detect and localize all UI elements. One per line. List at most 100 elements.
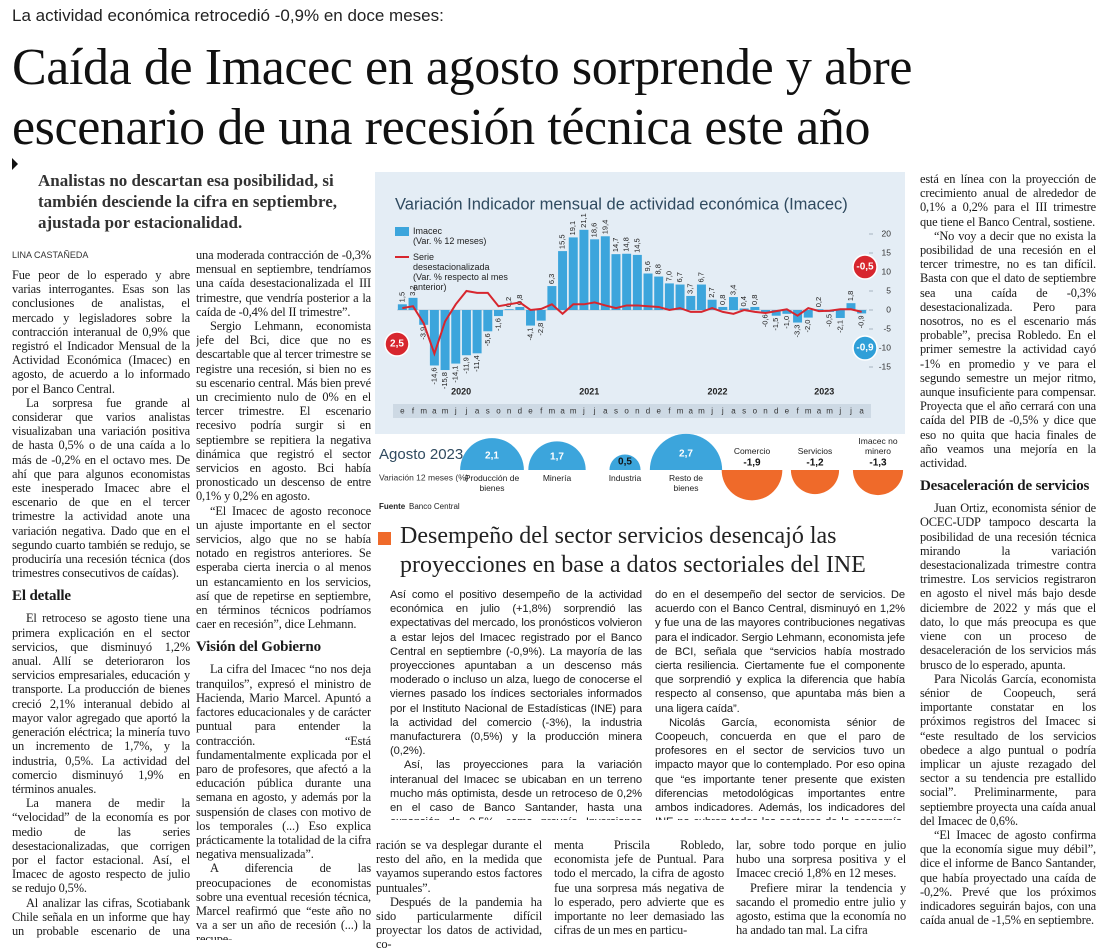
bar-value-label: -2,8 xyxy=(536,323,545,336)
x-tick-label: m xyxy=(698,407,705,416)
bar xyxy=(814,309,824,310)
bar-value-label: 6,3 xyxy=(547,274,556,284)
paragraph: La cifra del Imacec “no nos deja tranqui… xyxy=(196,662,371,862)
semicircle-category: Imacec no minero xyxy=(858,436,898,456)
bar xyxy=(408,297,418,310)
bar-value-label: 0,8 xyxy=(515,295,524,305)
x-tick-label: a xyxy=(603,407,608,416)
bar xyxy=(547,286,557,310)
paragraph: A diferencia de las preocupaciones de ec… xyxy=(196,861,371,940)
section-heading: Desaceleración de servicios xyxy=(920,478,1090,495)
x-tick-label: m xyxy=(420,407,427,416)
paragraph: Al analizar las cifras, Scotiabank Chile… xyxy=(12,895,190,940)
year-label: 2023 xyxy=(814,386,834,396)
value-badge xyxy=(384,331,410,357)
text-column: menta Priscila Robledo, economista jefe … xyxy=(554,838,724,948)
x-tick-label: d xyxy=(646,407,650,416)
bar xyxy=(643,273,653,310)
text-column: lar, sobre todo porque en julio hubo una… xyxy=(736,838,906,948)
section-marker xyxy=(378,532,391,545)
chart-panel: Variación Indicador mensual de actividad… xyxy=(375,172,905,517)
bar xyxy=(632,254,642,310)
bar xyxy=(771,310,781,316)
deck: Analistas no descartan esa posibilidad, … xyxy=(38,171,338,232)
chart: Variación Indicador mensual de actividad… xyxy=(375,172,905,517)
bar xyxy=(526,310,536,326)
bar xyxy=(761,310,771,313)
paragraph: Fue peor de lo esperado y abre varias in… xyxy=(12,268,190,396)
x-tick-label: j xyxy=(710,407,713,416)
bar xyxy=(664,283,674,310)
x-tick-label: m xyxy=(826,407,833,416)
x-tick-label: n xyxy=(507,407,511,416)
text-column: una moderada contracción de -0,3% mensua… xyxy=(196,248,371,940)
paragraph: Nicolás García, economista sénior de Coo… xyxy=(655,716,905,820)
bar xyxy=(483,310,493,332)
bar xyxy=(504,309,514,310)
line-series xyxy=(402,289,862,357)
byline: LINA CASTAÑEDA xyxy=(12,250,89,260)
x-tick-label: m xyxy=(677,407,684,416)
semicircle-value: -1,3 xyxy=(869,458,887,469)
bar xyxy=(590,239,600,310)
semicircle xyxy=(528,441,586,470)
bar-value-label: -14,1 xyxy=(451,366,460,383)
bar xyxy=(568,237,578,310)
paragraph: La sorpresa fue grande al considerar que… xyxy=(12,395,190,581)
text-column: Fue peor de lo esperado y abre varias in… xyxy=(12,268,190,940)
bar-value-label: 21,1 xyxy=(579,213,588,228)
bar-value-label: 1,5 xyxy=(397,292,406,302)
value-badge-label: 2,5 xyxy=(390,339,404,350)
bar xyxy=(622,253,632,310)
bar xyxy=(654,276,664,310)
paragraph: La manera de medir la “velocidad” de la … xyxy=(12,796,190,896)
x-tick-label: f xyxy=(412,407,415,416)
paragraph: Así como el positivo desempeño de la act… xyxy=(390,589,642,758)
semicircle-category: Minería xyxy=(542,473,572,483)
x-tick-label: j xyxy=(582,407,585,416)
y-tick-label: 5 xyxy=(886,285,891,295)
secondary-headline: Desempeño del sector servicios desencajó… xyxy=(400,523,866,578)
paragraph: una moderada contracción de -0,3% mensua… xyxy=(196,248,371,319)
year-label: 2022 xyxy=(707,386,727,396)
paragraph: do en el desempeño del sector de servici… xyxy=(655,589,905,715)
bar-value-label: -4,1 xyxy=(526,328,535,341)
bar xyxy=(728,297,738,310)
bar-value-label: 15,5 xyxy=(558,234,567,249)
bar-value-label: 3,7 xyxy=(686,284,695,294)
x-tick-label: j xyxy=(593,407,596,416)
x-tick-label: j xyxy=(721,407,724,416)
legend-swatch xyxy=(395,256,409,258)
value-badge xyxy=(852,335,878,361)
semicircle-value: -1,9 xyxy=(743,458,761,469)
x-tick-label: j xyxy=(838,407,841,416)
x-tick-label: n xyxy=(635,407,639,416)
x-tick-label: s xyxy=(486,407,490,416)
bar-value-label: -2,1 xyxy=(835,320,844,333)
x-tick-label: a xyxy=(859,407,864,416)
bar-value-label: -5,6 xyxy=(483,333,492,346)
semicircle-value: -1,2 xyxy=(806,458,824,469)
x-tick-label: s xyxy=(742,407,746,416)
bar-value-label: 0,8 xyxy=(718,295,727,305)
paragraph: El retroceso se agosto tiene una primera… xyxy=(12,611,190,796)
legend-swatch xyxy=(395,227,409,236)
semicircle xyxy=(790,470,840,495)
x-tick-label: e xyxy=(656,407,661,416)
text-column: do en el desempeño del sector de servici… xyxy=(655,588,905,820)
bar xyxy=(419,310,429,325)
x-tick-label: m xyxy=(442,407,449,416)
paragraph: menta Priscila Robledo, economista jefe … xyxy=(554,838,724,938)
bar xyxy=(472,310,482,354)
y-tick-label: -15 xyxy=(879,361,892,371)
value-badge-label: -0,5 xyxy=(856,262,874,273)
bar-value-label: -0,6 xyxy=(761,314,770,327)
bar xyxy=(686,295,696,310)
bar xyxy=(515,306,525,310)
semicircle xyxy=(460,438,524,470)
bar xyxy=(558,251,568,310)
semicircle-category: Producción de bienes xyxy=(464,473,520,493)
paragraph: “El Imacec de agosto reconoce un ajuste … xyxy=(196,503,371,632)
x-tick-label: e xyxy=(528,407,533,416)
x-tick-label: o xyxy=(624,407,629,416)
